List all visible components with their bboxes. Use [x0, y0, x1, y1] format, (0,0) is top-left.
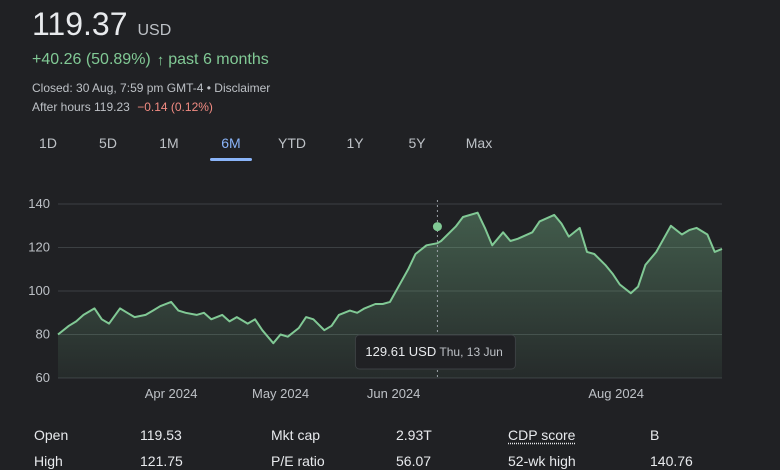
timeframe-tabs: 1D 5D 1M 6M YTD 1Y 5Y Max	[22, 130, 562, 162]
y-tick-label: 140	[28, 196, 50, 211]
tooltip-value: 129.61 USD	[365, 344, 436, 359]
tab-1m[interactable]: 1M	[159, 135, 179, 151]
x-tick-label: May 2024	[252, 386, 309, 401]
y-tick-label: 80	[36, 327, 50, 342]
key-stats: Open 119.53 High 121.75 Mkt cap 2.93T P/…	[0, 422, 780, 470]
hover-point	[432, 222, 442, 232]
after-hours-change: −0.14 (0.12%)	[137, 100, 213, 114]
tooltip-box	[354, 334, 516, 370]
stat-pe-value: 56.07	[396, 453, 432, 469]
tab-1y[interactable]: 1Y	[346, 135, 364, 151]
y-tick-label: 120	[28, 240, 50, 255]
tab-1d[interactable]: 1D	[39, 135, 57, 151]
price-change: +40.26 (50.89%)	[32, 51, 151, 68]
stat-mktcap-value: 2.93T	[396, 427, 432, 443]
stat-52wk-high-value: 140.76	[650, 453, 693, 469]
closed-info: Closed: 30 Aug, 7:59 pm GMT-4 • Disclaim…	[32, 81, 271, 95]
y-tick-label: 60	[36, 370, 50, 385]
tab-5d[interactable]: 5D	[99, 135, 117, 151]
arrow-up-icon: ↑	[156, 51, 165, 69]
stat-52wk-high-label: 52-wk high	[508, 453, 576, 469]
tab-5y[interactable]: 5Y	[408, 135, 426, 151]
stat-cdp-label[interactable]: CDP score	[508, 427, 576, 443]
tab-ytd[interactable]: YTD	[278, 135, 306, 151]
price-header: 119.37 USD	[32, 6, 171, 43]
stat-cdp-value: B	[650, 427, 660, 443]
tab-6m[interactable]: 6M	[221, 135, 241, 151]
x-tick-label: Jun 2024	[367, 386, 421, 401]
tooltip-date: Thu, 13 Jun	[439, 345, 502, 359]
stat-mktcap-label: Mkt cap	[271, 427, 321, 443]
after-hours-row: After hours 119.23 −0.14 (0.12%)	[32, 100, 213, 114]
x-tick-label: Apr 2024	[145, 386, 198, 401]
price-line	[57, 211, 723, 345]
x-tick-label: Aug 2024	[588, 386, 644, 401]
stat-high-label: High	[34, 453, 63, 469]
currency-label: USD	[137, 22, 172, 39]
stat-open-label: Open	[34, 427, 69, 443]
change-period: past 6 months	[168, 51, 269, 68]
stat-high-value: 121.75	[140, 453, 183, 469]
price-chart[interactable]: 60 80 100 120 140 Apr 2024 May 2024 Jun 2024 Aug…	[0, 190, 780, 412]
price-change-row: +40.26 (50.89%) ↑ past 6 months	[32, 51, 269, 69]
price-area	[58, 212, 722, 378]
active-tab-indicator	[210, 158, 252, 161]
stat-pe-label: P/E ratio	[271, 453, 325, 469]
after-hours-price: After hours 119.23	[32, 100, 130, 114]
y-tick-label: 100	[28, 283, 50, 298]
stat-open-value: 119.53	[140, 427, 182, 443]
tab-max[interactable]: Max	[465, 135, 493, 151]
stock-price: 119.37	[32, 6, 128, 42]
